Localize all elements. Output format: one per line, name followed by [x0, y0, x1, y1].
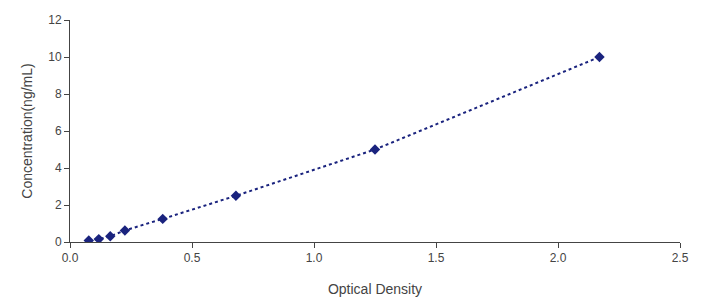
svg-text:2.0: 2.0	[550, 251, 567, 265]
svg-text:0: 0	[55, 235, 62, 249]
svg-text:0.5: 0.5	[184, 251, 201, 265]
svg-text:Concentration(ng/mL): Concentration(ng/mL)	[19, 63, 35, 198]
svg-text:Optical Density: Optical Density	[328, 281, 422, 297]
svg-text:2: 2	[55, 198, 62, 212]
svg-text:4: 4	[55, 161, 62, 175]
svg-text:10: 10	[48, 50, 62, 64]
svg-text:1.0: 1.0	[306, 251, 323, 265]
svg-text:6: 6	[55, 124, 62, 138]
svg-text:0.0: 0.0	[62, 251, 79, 265]
svg-text:12: 12	[48, 13, 62, 27]
svg-text:2.5: 2.5	[672, 251, 689, 265]
svg-text:1.5: 1.5	[428, 251, 445, 265]
svg-text:8: 8	[55, 87, 62, 101]
